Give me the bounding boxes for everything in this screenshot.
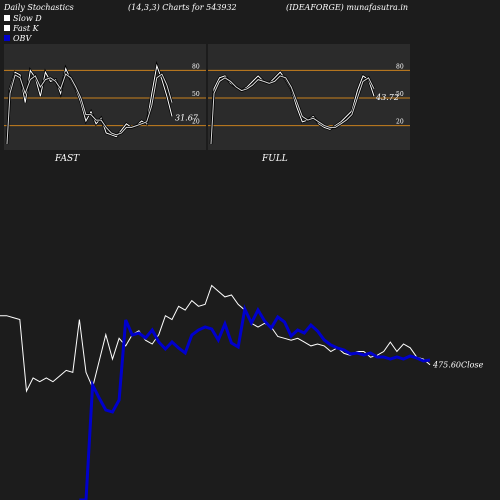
level-label-20: 20	[192, 119, 200, 126]
full-panel-label: FULL	[262, 154, 288, 164]
legend-item-slow-d: Slow D	[4, 13, 42, 23]
site-label: (IDEAFORGE) munafasutra.in	[286, 3, 409, 12]
series-shadow	[209, 70, 376, 145]
series-line-slow-d	[210, 75, 375, 145]
level-label-50: 50	[396, 91, 404, 98]
series-shadow	[5, 72, 174, 145]
level-label-80: 80	[192, 63, 200, 70]
series-line-slow-d	[6, 73, 173, 145]
full-stochastic-chart: 80 50 20 43.72	[208, 63, 410, 145]
level-label-80: 80	[396, 63, 404, 70]
obv-line	[79, 304, 431, 500]
legend-swatch	[4, 35, 10, 41]
legend-label: Slow D	[13, 13, 42, 23]
fast-panel-label: FAST	[55, 154, 80, 164]
legend-label: Fast K	[13, 23, 39, 33]
current-value-label: 31.67	[175, 113, 199, 122]
legend-label: OBV	[13, 33, 32, 43]
chart-subtitle: (14,3,3) Charts for 543932	[128, 3, 237, 12]
chart-title: Daily Stochastics	[4, 3, 74, 12]
level-label-50: 50	[192, 91, 200, 98]
legend-item-obv: OBV	[4, 33, 42, 43]
legend-item-fast-k: Fast K	[4, 23, 42, 33]
level-label-20: 20	[396, 119, 404, 126]
legend-swatch	[4, 15, 10, 21]
current-value-label: 43.72	[375, 93, 399, 102]
legend: Slow D Fast K OBV	[4, 13, 42, 43]
full-stochastic-panel: 80 50 20 43.72	[208, 44, 410, 150]
current-close-label: 475.60Close	[432, 361, 484, 370]
series-line-fast-k	[210, 71, 375, 145]
fast-stochastic-panel: 80 50 20 31.67	[4, 44, 206, 150]
legend-swatch	[4, 25, 10, 31]
close-price-line	[0, 284, 431, 393]
